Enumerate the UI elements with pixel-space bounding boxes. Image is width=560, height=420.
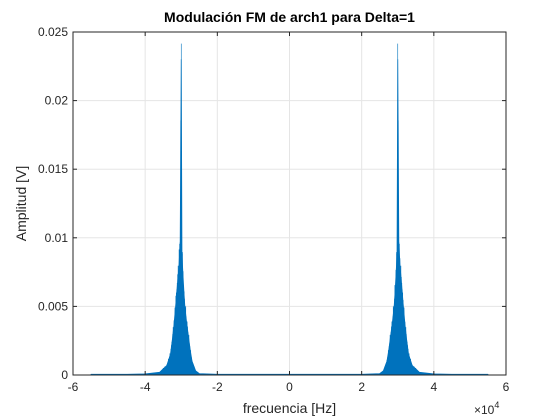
y-tick-label: 0.015: [38, 162, 68, 176]
y-axis-label: Amplitud [V]: [13, 166, 29, 241]
x-tick-label: 6: [503, 380, 510, 394]
x-axis-multiplier-exponent: 4: [494, 400, 499, 410]
y-tick-label: 0.005: [38, 299, 68, 313]
y-tick-label: 0.025: [38, 25, 68, 39]
x-axis-multiplier: ×104: [474, 400, 499, 417]
x-tick-label: -2: [212, 380, 223, 394]
x-axis-label: frecuencia [Hz]: [243, 400, 336, 416]
y-tick-label: 0: [61, 368, 68, 382]
x-tick-label: -6: [68, 380, 79, 394]
x-tick-label: 0: [286, 380, 293, 394]
x-tick-labels: -6 -4 -2 0 2 4 6: [68, 380, 510, 394]
y-tick-label: 0.01: [45, 231, 69, 245]
axis-ticks: [72, 31, 507, 376]
x-tick-label: 4: [430, 380, 437, 394]
x-tick-label: 2: [358, 380, 365, 394]
x-tick-label: -4: [140, 380, 151, 394]
y-tick-labels: 0 0.005 0.01 0.015 0.02 0.025: [38, 25, 68, 382]
y-tick-label: 0.02: [45, 94, 69, 108]
x-axis-multiplier-base: ×10: [474, 403, 495, 417]
chart-title: Modulación FM de arch1 para Delta=1: [164, 9, 415, 25]
